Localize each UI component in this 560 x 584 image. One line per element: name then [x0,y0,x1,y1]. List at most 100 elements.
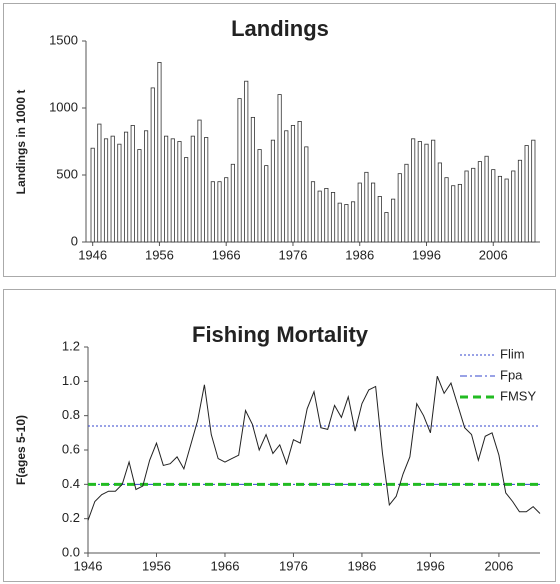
bar [197,119,202,243]
legend-label: FMSY [500,388,536,403]
bar [103,138,109,243]
x-tick-label: 1946 [74,558,103,573]
bar [511,170,516,243]
bar [224,177,229,243]
bar [444,177,449,243]
bar [357,182,362,243]
bar [397,173,402,243]
bar [217,181,222,243]
bar [457,183,462,243]
bar [110,135,115,243]
bar [117,143,122,243]
x-tick-label: 1986 [347,558,376,573]
bar [337,202,342,243]
bar [257,149,262,243]
bar [304,146,309,243]
x-tick-label: 1956 [145,247,174,262]
bar [504,178,509,243]
bar [144,130,149,243]
bar [350,201,356,243]
bar [290,125,296,243]
x-tick-label: 1996 [412,247,441,262]
bar [484,155,489,243]
y-tick-label: 0.0 [62,544,80,559]
x-tick-label: 1996 [416,558,445,573]
bar [417,141,422,243]
x-tick-label: 1976 [279,558,308,573]
legend-label: Flim [500,346,525,361]
bar [297,121,302,243]
bar [464,170,469,243]
bar [250,116,255,243]
bar [317,190,322,243]
bar [170,138,175,243]
y-tick-label: 0.6 [62,441,80,456]
bar [310,181,316,243]
bar [244,80,249,243]
bar [437,162,442,243]
x-tick-label: 1986 [345,247,374,262]
bar [284,130,289,243]
y-tick-label: 0.8 [62,407,80,422]
y-tick-label: 0.2 [62,510,80,525]
x-tick-label: 1976 [279,247,308,262]
bar [210,181,215,243]
bar [384,212,389,243]
bar [491,169,496,243]
bar [270,139,276,243]
y-axis-label: Landings in 1000 t [14,90,28,195]
bar [130,125,135,243]
chart-title: Landings [231,16,329,41]
bar [230,163,235,243]
y-tick-label: 0 [71,233,78,248]
y-tick-label: 1.2 [62,338,80,353]
bar [451,185,456,243]
bar [184,157,189,243]
x-tick-label: 1966 [211,558,240,573]
bar [157,62,162,243]
bar [190,135,195,243]
data-line [87,375,541,521]
y-tick-label: 1.0 [62,373,80,388]
bar [404,163,409,243]
bar [424,143,429,243]
bar [137,149,142,243]
bar [324,187,329,243]
bar [477,161,482,243]
bar [371,182,376,243]
y-tick-label: 0.4 [62,476,80,491]
bar [177,141,182,243]
y-axis-label: F(ages 5-10) [14,415,28,485]
bar [524,145,529,243]
x-tick-label: 1956 [142,558,171,573]
bar [237,98,242,243]
bar [391,198,396,243]
bar [123,131,129,243]
bar [364,171,369,243]
panel-frame [3,289,556,582]
chart-title: Fishing Mortality [192,322,369,347]
bar [531,139,536,243]
bar [164,135,169,243]
bar [204,137,209,243]
bar [411,138,416,243]
bar [97,123,102,243]
bar [277,94,282,243]
x-tick-label: 1946 [78,247,107,262]
bar [150,87,155,243]
x-tick-label: 2006 [484,558,513,573]
bar [497,175,503,243]
bar [377,196,382,243]
bar [517,159,523,243]
bar [90,147,95,243]
y-tick-label: 1500 [49,32,78,47]
bar [344,204,349,243]
bar [431,139,436,243]
bar [330,192,336,243]
bar [471,167,476,243]
x-tick-label: 1966 [212,247,241,262]
y-tick-label: 500 [56,166,78,181]
y-tick-label: 1000 [49,99,78,114]
x-tick-label: 2006 [479,247,508,262]
